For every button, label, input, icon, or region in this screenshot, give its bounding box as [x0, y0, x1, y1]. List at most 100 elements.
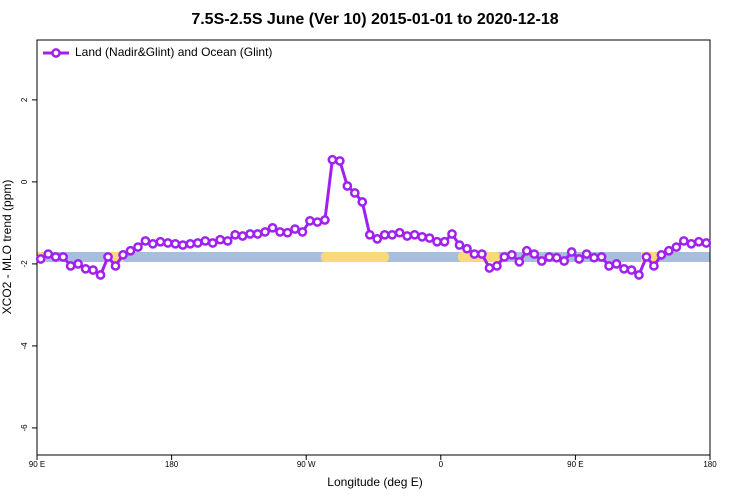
plot-layer: 90 E 180 90 W 0 90 E 180 2 0 -2 -4 -6 Land (Nadir&G…	[20, 45, 717, 469]
data-point	[260, 227, 270, 237]
data-point	[536, 256, 547, 266]
data-point	[349, 188, 360, 198]
data-point	[387, 229, 398, 240]
data-point	[678, 236, 689, 246]
x-tick-label: 90 W	[297, 460, 316, 469]
data-point	[88, 265, 98, 275]
data-point	[95, 270, 106, 280]
data-point	[237, 231, 248, 241]
data-point	[499, 252, 510, 262]
data-point	[133, 242, 143, 252]
data-point	[439, 236, 450, 247]
data-point	[701, 238, 712, 248]
y-tick-label: -6	[20, 424, 29, 432]
y-tick-label: -2	[20, 260, 29, 268]
data-point	[58, 252, 69, 262]
data-point	[320, 215, 330, 225]
land-band	[321, 252, 389, 262]
data-point	[103, 252, 113, 262]
y-tick-label: -4	[20, 342, 29, 350]
data-point	[394, 227, 405, 238]
data-point	[462, 243, 472, 254]
data-point	[641, 252, 652, 262]
data-point	[626, 265, 637, 275]
data-point	[671, 242, 682, 252]
x-tick-label: 90 E	[29, 460, 45, 469]
data-point	[514, 257, 525, 267]
surface-band	[37, 252, 710, 262]
data-point	[454, 240, 465, 250]
data-point	[432, 236, 442, 247]
data-point	[664, 245, 674, 256]
data-point	[649, 261, 659, 271]
data-point	[521, 245, 532, 256]
land-band	[108, 252, 124, 262]
x-tick-label: 0	[439, 460, 444, 469]
data-point	[357, 197, 368, 207]
data-point	[417, 231, 427, 242]
legend-label: Land (Nadir&Glint) and Ocean (Glint)	[75, 45, 272, 59]
x-axis-label: Longitude (deg E)	[327, 475, 422, 489]
data-point	[686, 238, 697, 249]
data-point	[267, 222, 278, 233]
data-point	[73, 259, 83, 269]
data-point	[207, 238, 218, 248]
data-point	[327, 154, 338, 165]
data-point	[379, 229, 390, 240]
data-point	[529, 249, 540, 259]
data-point	[305, 215, 315, 226]
data-point	[596, 252, 607, 262]
data-point	[245, 229, 255, 239]
data-point	[192, 238, 203, 248]
data-point	[155, 236, 166, 247]
data-point	[581, 249, 592, 259]
data-point	[574, 254, 584, 264]
data-point	[170, 238, 181, 249]
data-point	[604, 261, 614, 271]
data-point	[290, 224, 300, 234]
data-point	[80, 263, 91, 274]
data-point	[619, 263, 629, 274]
data-point	[559, 256, 570, 266]
data-point	[693, 236, 704, 247]
data-point	[424, 233, 435, 243]
data-point	[551, 252, 562, 263]
data-point	[409, 229, 420, 240]
data-point	[312, 217, 323, 227]
data-point	[148, 238, 158, 249]
data-point	[506, 250, 517, 260]
data-point	[402, 231, 412, 241]
data-point	[275, 227, 285, 237]
data-point	[65, 261, 76, 271]
data-point	[125, 245, 136, 256]
data-point	[118, 250, 128, 260]
data-point	[252, 229, 263, 239]
data-point	[43, 249, 54, 259]
x-tick-label: 180	[703, 460, 717, 469]
chart-title: 7.5S-2.5S June (Ver 10) 2015-01-01 to 20…	[191, 11, 558, 28]
data-point	[469, 249, 480, 259]
data-point	[544, 252, 555, 262]
data-point	[492, 261, 502, 271]
data-point	[163, 238, 173, 248]
x-tick-label: 180	[165, 460, 179, 469]
data-point	[215, 234, 226, 245]
data-point	[185, 238, 196, 249]
data-point	[110, 261, 121, 271]
data-point	[230, 229, 241, 240]
data-point	[282, 227, 293, 238]
data-point	[477, 249, 487, 259]
data-point	[50, 252, 61, 262]
data-point	[364, 229, 375, 240]
data-point	[566, 247, 577, 257]
data-point	[656, 250, 667, 260]
data-point	[447, 229, 457, 239]
data-point	[342, 181, 353, 191]
data-point	[484, 263, 495, 273]
data-point	[335, 156, 345, 166]
data-point	[35, 254, 46, 264]
data-point	[177, 240, 188, 250]
data-point	[589, 252, 599, 263]
plot-frame	[36, 39, 711, 456]
